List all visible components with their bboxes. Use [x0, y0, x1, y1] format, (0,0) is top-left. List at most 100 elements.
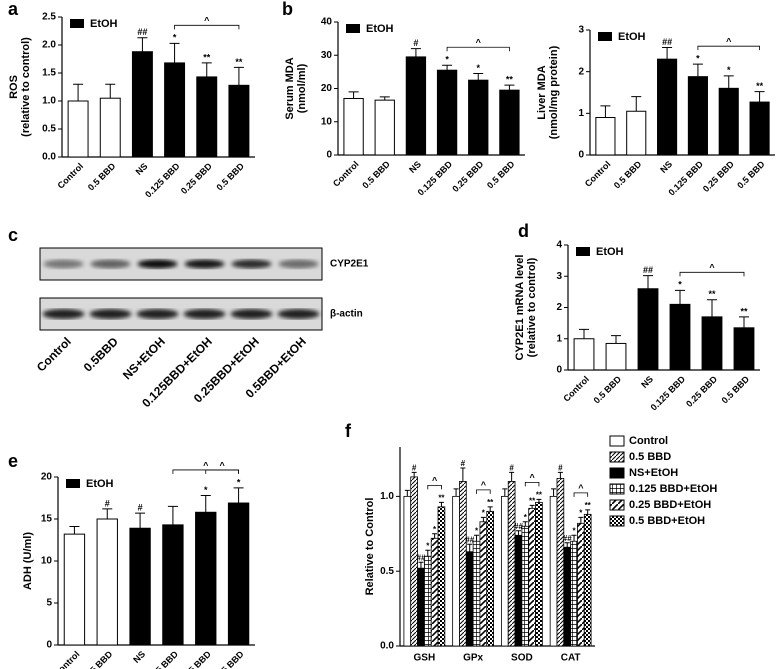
significance-label: #	[509, 464, 514, 473]
x-tick-label: 0.5 BBD	[83, 649, 115, 669]
significance-label: #	[412, 464, 417, 473]
bar	[507, 481, 516, 647]
panel-letter: d	[518, 221, 529, 241]
significance-label: *	[572, 526, 576, 535]
y-tick-label: 1.0	[380, 491, 394, 502]
bracket-label: ^	[578, 483, 584, 493]
x-tick-label: 0.5 BBD	[214, 649, 246, 669]
bar	[701, 316, 723, 371]
y-tick-label: 1.0	[42, 96, 56, 107]
bar	[196, 76, 218, 158]
y-tick-label: 30	[321, 50, 333, 61]
x-tick-label: Control	[52, 649, 82, 669]
error-bar	[425, 549, 431, 557]
significance-label: **	[203, 52, 211, 62]
significance-label: ##	[643, 265, 653, 275]
error-bar	[692, 63, 703, 77]
error-bar	[502, 488, 508, 497]
error-bar	[438, 501, 444, 507]
bar	[583, 513, 592, 647]
error-bar	[201, 62, 212, 77]
error-bar	[675, 289, 685, 305]
x-tick-label: 0.25 BBD	[701, 159, 736, 194]
error-bar	[418, 561, 424, 569]
error-bar	[169, 42, 180, 63]
blot-band	[230, 309, 273, 319]
y-axis-label: (relative to control)	[20, 37, 32, 137]
y-tick-label: 0	[556, 365, 562, 376]
significance-label: *	[173, 33, 177, 43]
significance-label: #	[413, 38, 418, 48]
legend-label: EtOH	[86, 478, 114, 490]
error-bar	[600, 105, 611, 118]
legend-label: 0.125 BBD+EtOH	[629, 483, 717, 495]
bar	[570, 540, 578, 647]
significance-label: ##	[137, 27, 147, 37]
significance-label: ##	[514, 522, 523, 531]
significance-bracket	[679, 271, 745, 277]
error-bar	[739, 316, 749, 328]
x-tick-label: 0.25 BBD	[178, 649, 213, 669]
bar	[637, 288, 659, 371]
legend-label: EtOH	[366, 23, 394, 35]
significance-label: **	[235, 57, 243, 67]
significance-bracket	[174, 24, 240, 30]
bar	[528, 507, 536, 647]
bar	[227, 502, 250, 646]
error-bar	[411, 471, 417, 477]
error-bar	[579, 328, 589, 339]
error-bar	[137, 37, 148, 52]
legend-swatch	[576, 247, 590, 256]
significance-label: **	[740, 306, 748, 316]
bar	[430, 537, 439, 647]
blot-band	[137, 259, 178, 269]
significance-label: **	[529, 496, 536, 505]
y-tick-label: 0.5	[42, 124, 56, 135]
blot-band	[277, 309, 320, 319]
significance-label: *	[482, 508, 486, 517]
panel-letter: b	[282, 0, 293, 19]
bar	[733, 327, 755, 371]
error-bar	[105, 83, 116, 99]
x-tick-label: 0.5 BBD	[592, 374, 624, 406]
error-bar	[509, 471, 515, 482]
significance-label: *	[727, 65, 731, 75]
bar	[573, 338, 595, 371]
lane-label: NS+EtOH	[120, 334, 168, 382]
error-bar	[73, 83, 84, 101]
bar	[452, 495, 460, 647]
bar	[556, 478, 565, 647]
significance-label: *	[524, 513, 528, 522]
legend-label: NS+EtOH	[629, 467, 678, 479]
bar	[687, 76, 708, 156]
y-axis-label: (relative to control)	[526, 257, 538, 357]
bar	[499, 89, 520, 156]
x-tick-label: Control	[55, 161, 85, 191]
significance-label: **	[536, 490, 543, 499]
bar	[563, 546, 572, 647]
bar	[626, 110, 647, 156]
x-tick-label: NS	[639, 374, 655, 390]
x-tick-label: 0.125 BBD	[416, 159, 455, 198]
bracket-label: ^	[481, 480, 487, 490]
panel-letter: f	[345, 421, 352, 441]
y-axis-label: Liver MDA	[536, 65, 548, 119]
lane-label: 0.5BBD	[81, 334, 121, 374]
blot-band	[231, 259, 272, 269]
error-bar	[135, 512, 146, 529]
error-bar	[379, 96, 390, 101]
error-bar	[474, 534, 480, 542]
error-bar	[536, 498, 542, 503]
significance-label: ##	[563, 534, 572, 543]
bar	[67, 100, 89, 158]
error-bar	[480, 516, 486, 522]
significance-label: *	[237, 477, 241, 487]
bar	[595, 117, 616, 156]
error-bar	[662, 47, 673, 60]
x-tick-label: 0.125 BBD	[143, 161, 182, 200]
y-tick-label: 0.0	[42, 152, 56, 163]
error-bar	[515, 530, 521, 536]
legend-label: 0.5 BBD	[629, 451, 671, 463]
panel-letter: c	[8, 225, 18, 245]
